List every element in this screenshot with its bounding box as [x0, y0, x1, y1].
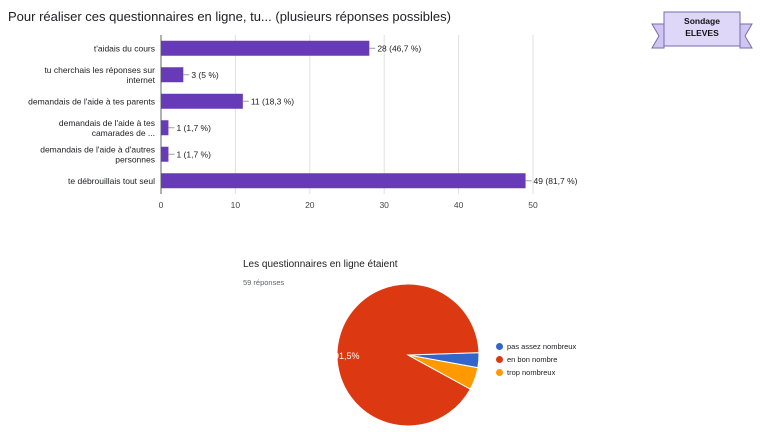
- x-tick-label: 0: [159, 200, 164, 210]
- value-label: 1 (1,7 %): [176, 149, 211, 159]
- category-label-line: demandais de l'aide à d'autres: [40, 144, 155, 154]
- category-label-line: camarades de ...: [92, 128, 155, 138]
- value-label: 1 (1,7 %): [176, 123, 211, 133]
- bar: [161, 173, 526, 189]
- banner-line-2: ELEVES: [685, 28, 719, 38]
- x-tick-label: 20: [305, 200, 315, 210]
- banner-line-1: Sondage: [684, 16, 720, 26]
- value-label: 11 (18,3 %): [251, 96, 294, 106]
- value-label: 49 (81,7 %): [534, 176, 578, 186]
- bar: [161, 146, 169, 162]
- category-label-line: demandais de l'aide à tes: [59, 118, 155, 128]
- banner-right-tail: [739, 23, 753, 49]
- pie-chart-subtitle: 59 réponses: [243, 278, 285, 287]
- x-tick-label: 30: [379, 200, 389, 210]
- category-label: demandais de l'aide à tes camarades de ..…: [59, 118, 155, 138]
- category-label-line: internet: [127, 75, 156, 85]
- banner-body: [663, 11, 741, 47]
- legend-label: trop nombreux: [507, 368, 556, 377]
- legend-label: en bon nombre: [507, 355, 558, 364]
- banner-text: Sondage ELEVES: [672, 15, 732, 39]
- banner-left-tail: [651, 23, 665, 49]
- category-label-line: te débrouillais tout seul: [68, 176, 155, 186]
- value-label: 28 (46,7 %): [377, 43, 421, 53]
- pie-chart-title: Les questionnaires en ligne étaient: [243, 259, 398, 270]
- category-label-line: t'aidais du cours: [94, 43, 155, 53]
- category-label-line: personnes: [115, 154, 155, 164]
- x-tick-label: 40: [454, 200, 464, 210]
- pie-slice: [407, 354, 479, 390]
- legend-dot: [496, 356, 503, 363]
- bar: [161, 40, 370, 56]
- bar: [161, 120, 169, 136]
- legend-item-pas-assez-nombreux: pas assez nombreux: [496, 340, 576, 353]
- value-label: 3 (5 %): [191, 70, 219, 80]
- category-label-line: demandais de l'aide à tes parents: [28, 96, 155, 106]
- x-tick-label: 10: [231, 200, 241, 210]
- category-label-line: tu cherchais les réponses sur: [44, 65, 155, 75]
- category-label: te débrouillais tout seul: [68, 176, 155, 186]
- category-label: demandais de l'aide à d'autres personnes: [40, 144, 155, 164]
- bar-chart-title: Pour réaliser ces questionnaires en lign…: [8, 9, 451, 24]
- slice-percent-label: 91,5%: [334, 351, 360, 361]
- category-label: t'aidais du cours: [94, 43, 155, 53]
- legend-item-trop-nombreux: trop nombreux: [496, 366, 576, 379]
- legend-item-en-bon-nombre: en bon nombre: [496, 353, 576, 366]
- ribbon-banner: [651, 11, 753, 49]
- legend-dot: [496, 369, 503, 376]
- category-label: tu cherchais les réponses sur internet: [44, 65, 155, 85]
- category-label: demandais de l'aide à tes parents: [28, 96, 155, 106]
- pie-legend: pas assez nombreux en bon nombre trop no…: [496, 340, 576, 379]
- bar: [161, 93, 243, 109]
- bar: [161, 67, 184, 83]
- legend-label: pas assez nombreux: [507, 342, 577, 351]
- x-tick-label: 50: [528, 200, 538, 210]
- legend-dot: [496, 343, 503, 350]
